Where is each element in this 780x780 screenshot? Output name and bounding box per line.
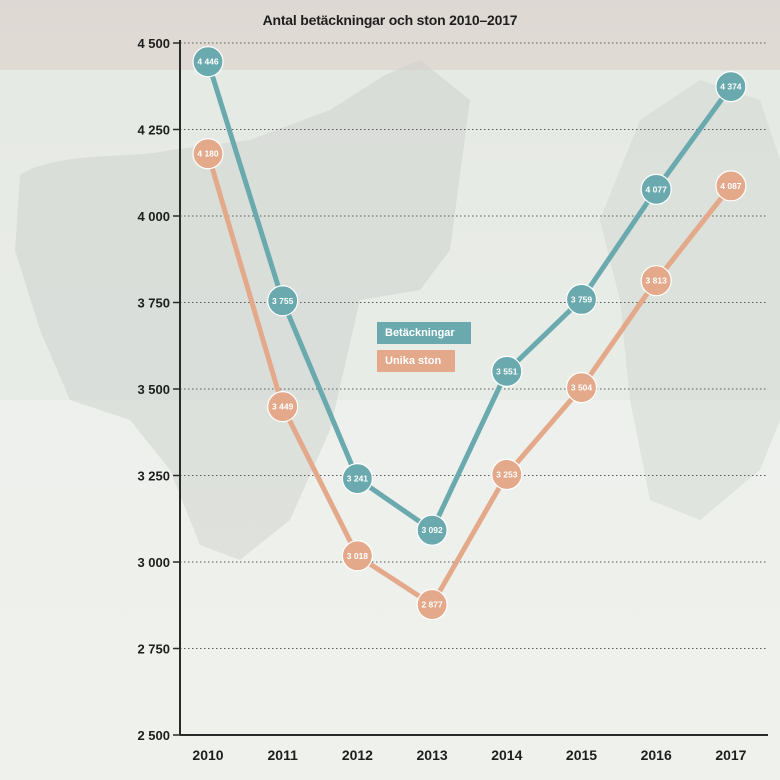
series-line-0 [205,59,734,533]
data-label: 3 241 [347,474,369,484]
data-label: 3 018 [347,551,369,561]
x-tick-label: 2013 [417,747,448,763]
y-tick-label: 2 750 [137,642,170,657]
series-line-1 [205,151,734,608]
x-tick-label: 2016 [641,747,672,763]
series-lines [205,59,734,608]
x-tick-label: 2015 [566,747,597,763]
x-tick-label: 2012 [342,747,373,763]
data-point [192,138,224,170]
y-tick-label: 2 500 [137,728,170,743]
data-point [565,283,598,315]
data-label: 3 504 [571,383,593,393]
y-tick-label: 3 500 [137,382,170,397]
data-point [267,285,299,317]
x-tick-label: 2011 [268,747,299,763]
data-label: 4 446 [197,57,219,67]
y-tick-label: 4 250 [137,123,170,138]
data-point [565,372,598,404]
chart-title: Antal betäckningar och ston 2010–2017 [262,12,518,28]
data-label: 3 551 [496,366,518,376]
data-point [715,70,747,103]
x-tick-labels: 2010 2011 2012 2013 2014 2015 2016 2017 [192,747,746,763]
data-label: 4 087 [720,181,742,191]
data-label: 4 180 [197,149,219,159]
legend-item-unika-ston: Unika ston [377,350,455,372]
data-point [341,540,373,572]
data-label: 3 449 [272,402,294,412]
x-tick-label: 2014 [491,747,522,763]
y-tick-label: 4 500 [137,36,170,51]
data-point [491,458,523,491]
data-label: 3 759 [571,294,593,304]
y-tick-label: 4 000 [137,209,170,224]
background-photo-silhouettes [0,0,780,560]
series-points: 4 446 3 755 3 241 3 092 3 551 3 759 4 077 4 374… [192,46,747,621]
y-tick-label: 3 000 [137,555,170,570]
y-tick-label: 3 250 [137,469,170,484]
data-point [640,265,672,297]
y-axis [173,40,768,736]
data-label: 4 374 [720,82,742,92]
data-point [640,173,672,205]
legend-item-betackningar: Betäckningar [377,322,471,344]
data-label: 2 877 [421,600,443,610]
x-tick-label: 2017 [715,747,746,763]
data-point [416,514,448,546]
data-point [416,588,448,621]
y-tick-labels: 4 500 4 250 4 000 3 750 3 500 3 250 3 000 2 750… [137,36,170,743]
data-point [491,355,523,387]
x-tick-label: 2010 [192,747,223,763]
data-point [715,170,747,202]
data-label: 3 253 [496,469,518,479]
data-label: 3 092 [421,525,443,535]
data-label: 3 813 [646,276,668,286]
data-point [341,463,373,495]
data-label: 4 077 [646,184,668,194]
data-label: 3 755 [272,296,294,306]
data-point [267,391,299,423]
y-tick-label: 3 750 [137,296,170,311]
data-point [192,46,224,78]
